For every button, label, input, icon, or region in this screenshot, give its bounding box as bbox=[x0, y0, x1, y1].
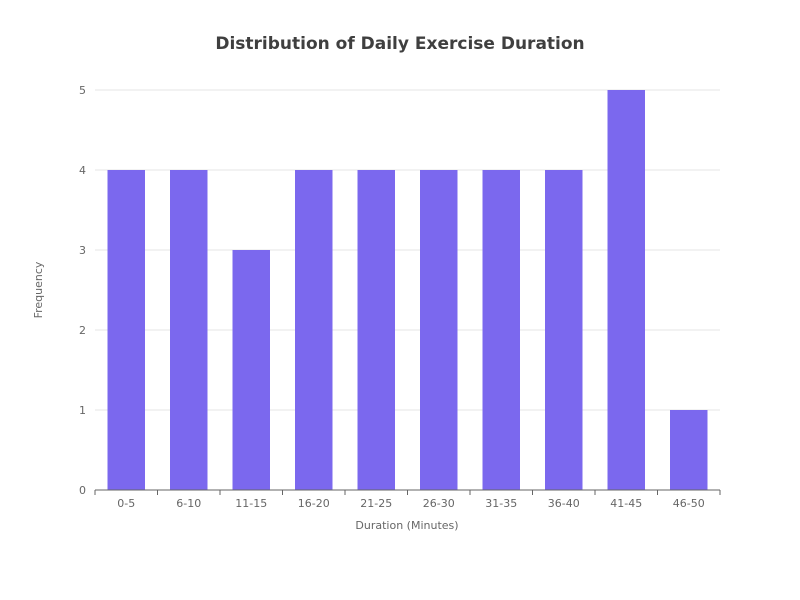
bar-41-45 bbox=[607, 90, 645, 490]
axes bbox=[94, 489, 721, 495]
y-tick-label-2: 2 bbox=[79, 324, 86, 337]
bar-46-50 bbox=[670, 410, 708, 490]
bar-31-35 bbox=[482, 170, 520, 490]
chart-title: Distribution of Daily Exercise Duration bbox=[215, 34, 584, 54]
y-tick-labels: 0 1 2 3 4 5 bbox=[79, 84, 86, 497]
x-tick-label-26-30: 26-30 bbox=[423, 497, 455, 510]
bar-16-20 bbox=[295, 170, 333, 490]
x-tick-label-21-25: 21-25 bbox=[360, 497, 392, 510]
bar-0-5 bbox=[107, 170, 145, 490]
y-axis-label: Frequency bbox=[32, 261, 45, 318]
x-axis-label: Duration (Minutes) bbox=[355, 519, 458, 532]
x-tick-label-0-5: 0-5 bbox=[117, 497, 135, 510]
bar-11-15 bbox=[232, 250, 270, 490]
x-tick-label-46-50: 46-50 bbox=[673, 497, 705, 510]
x-tick-label-11-15: 11-15 bbox=[235, 497, 267, 510]
y-tick-label-0: 0 bbox=[79, 484, 86, 497]
bars bbox=[107, 90, 708, 490]
bar-36-40 bbox=[545, 170, 583, 490]
y-tick-label-5: 5 bbox=[79, 84, 86, 97]
bar-26-30 bbox=[420, 170, 458, 490]
y-tick-label-1: 1 bbox=[79, 404, 86, 417]
x-tick-label-6-10: 6-10 bbox=[176, 497, 201, 510]
x-tick-label-36-40: 36-40 bbox=[548, 497, 580, 510]
x-tick-label-41-45: 41-45 bbox=[610, 497, 642, 510]
y-tick-label-4: 4 bbox=[79, 164, 86, 177]
bar-21-25 bbox=[357, 170, 395, 490]
x-tick-label-31-35: 31-35 bbox=[485, 497, 517, 510]
bar-6-10 bbox=[170, 170, 208, 490]
x-tick-label-16-20: 16-20 bbox=[298, 497, 330, 510]
x-tick-labels: 0-5 6-10 11-15 16-20 21-25 26-30 31-35 36-40 41-… bbox=[117, 497, 704, 510]
y-tick-label-3: 3 bbox=[79, 244, 86, 257]
